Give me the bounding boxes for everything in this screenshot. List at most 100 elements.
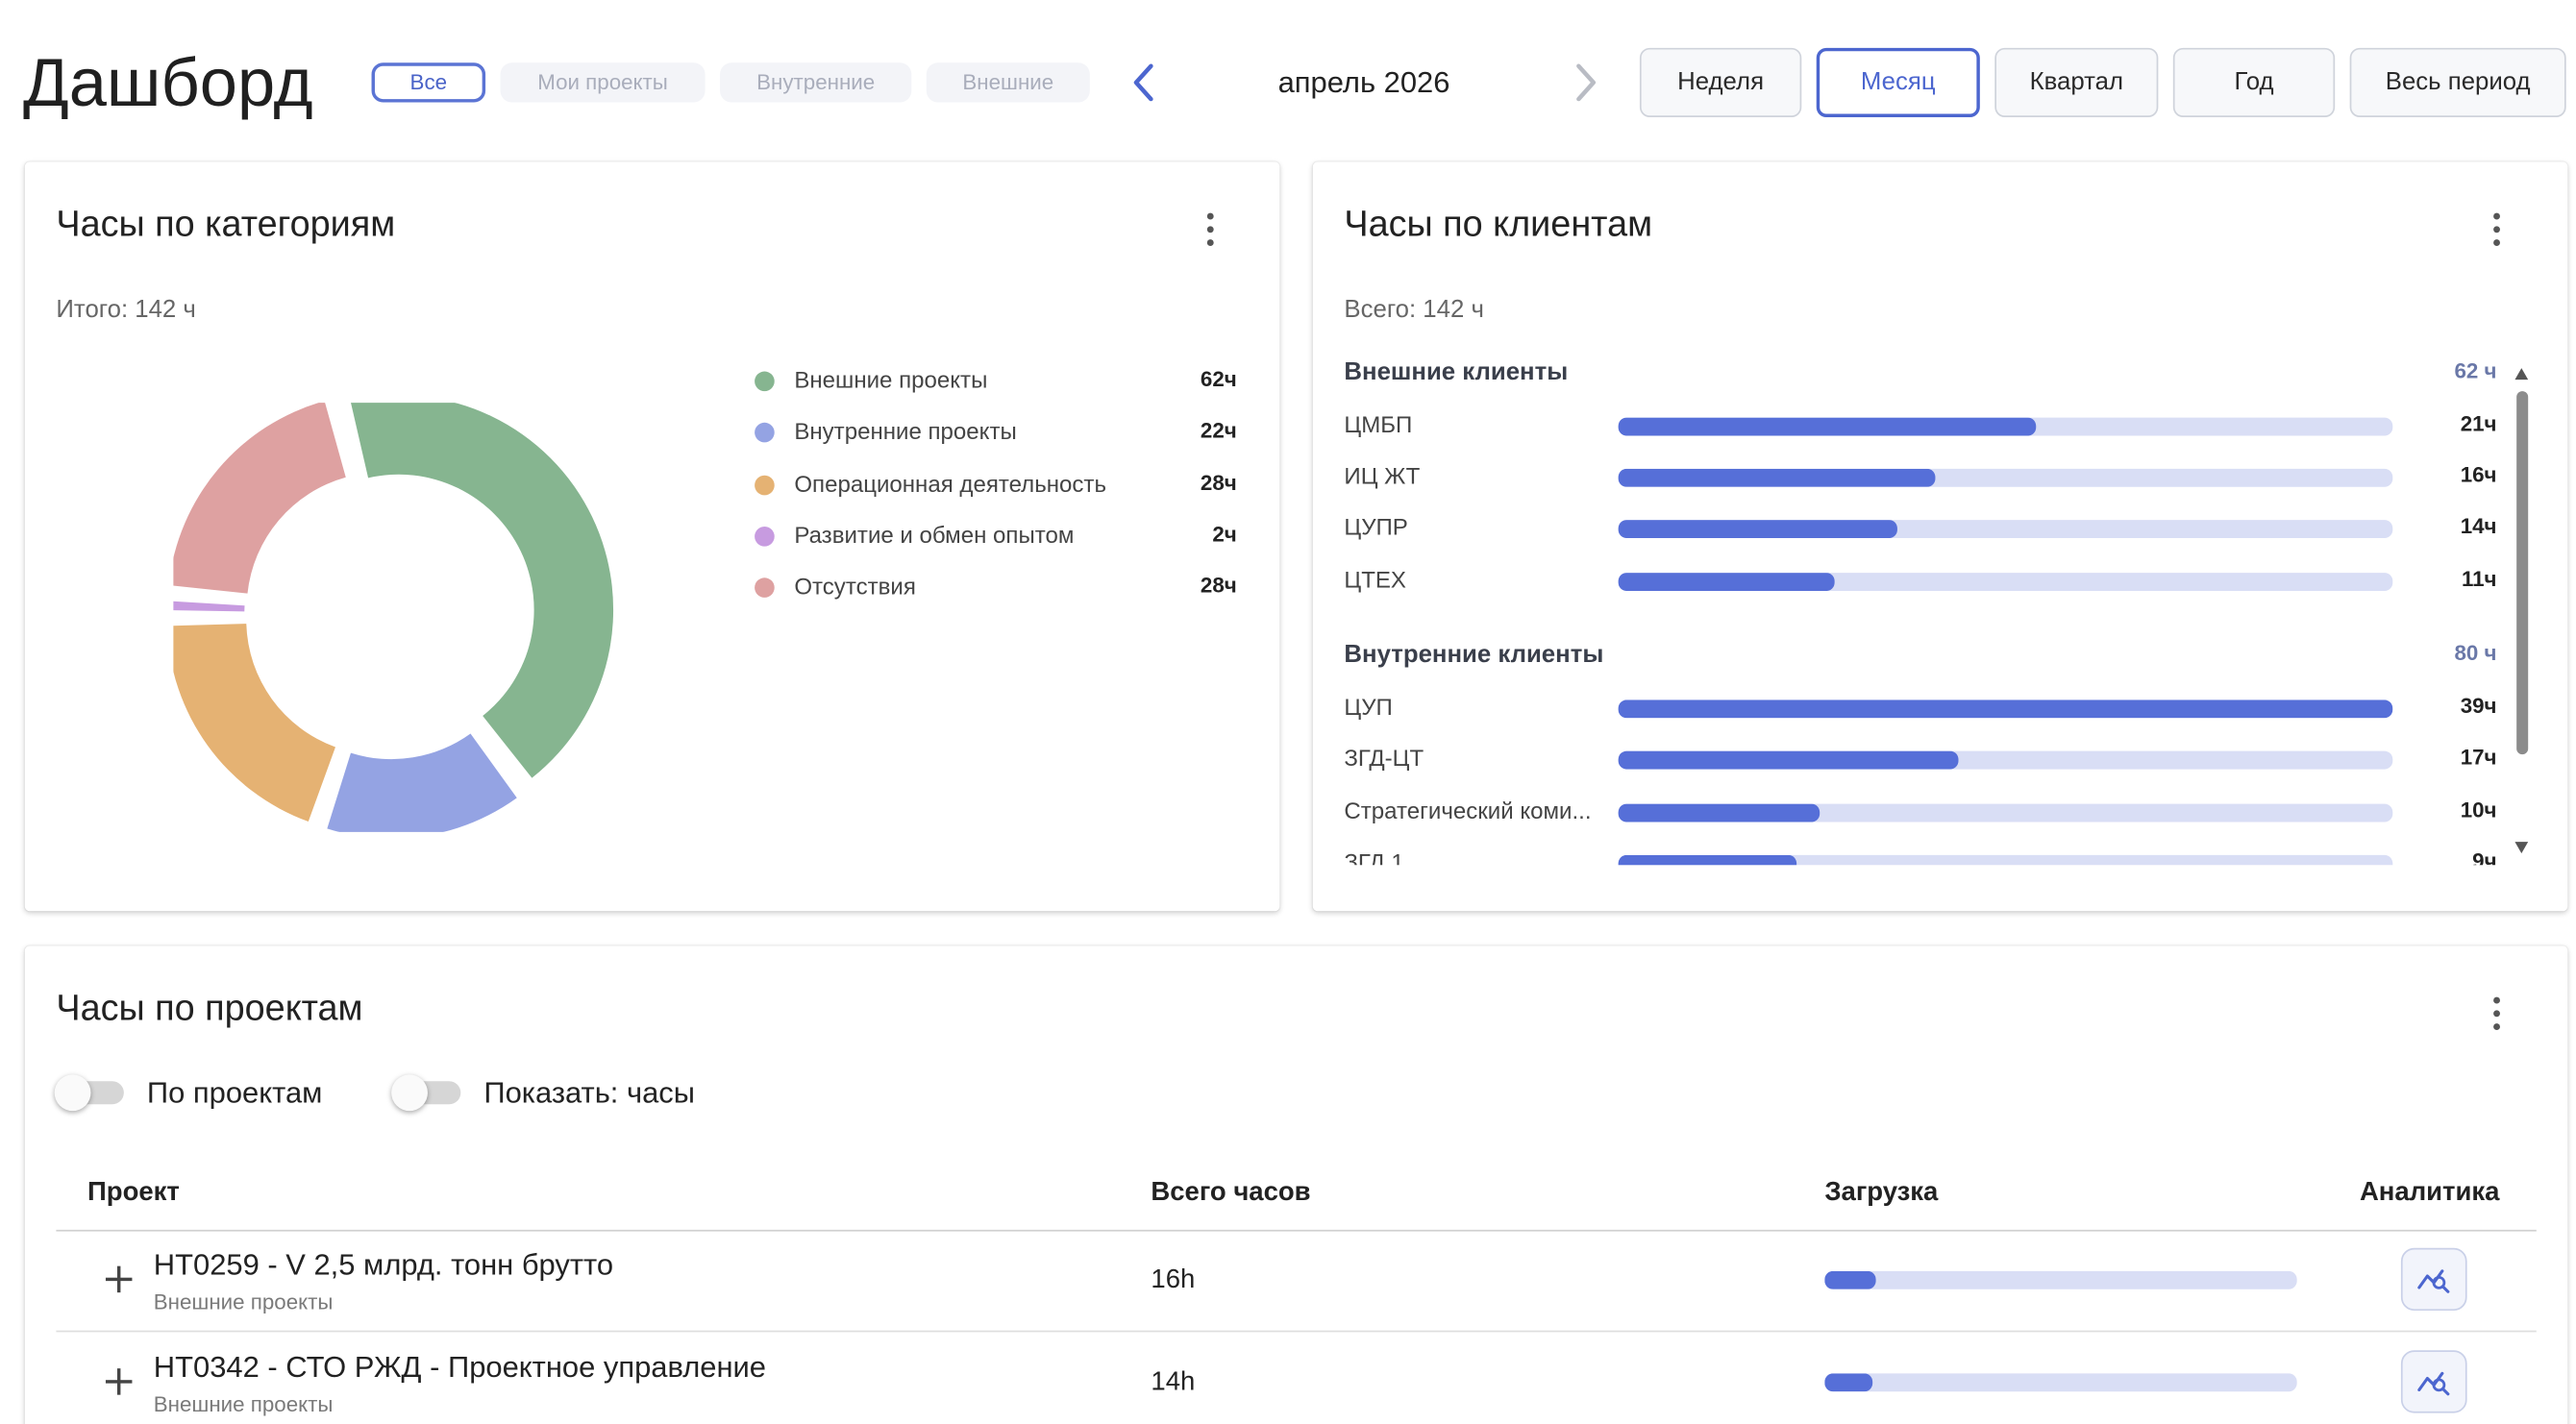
- chevron-right-icon: [1576, 63, 1597, 102]
- client-name: Стратегический коми...: [1344, 797, 1592, 824]
- legend-item-absences: Отсутствия 28ч: [755, 571, 1237, 603]
- client-name: ЦМБП: [1344, 410, 1413, 438]
- project-name: НТ0259 - V 2,5 млрд. тонн брутто: [153, 1247, 614, 1282]
- chart-search-icon: [2417, 1269, 2450, 1293]
- categories-donut-chart: [173, 403, 614, 832]
- clients-card: Часы по клиентам Всего: 142 ч Внешние кл…: [1312, 161, 2568, 912]
- range-quarter-button[interactable]: Квартал: [1994, 47, 2159, 117]
- donut-slice[interactable]: [173, 403, 346, 594]
- projects-more-icon[interactable]: [2480, 994, 2513, 1033]
- clients-scrollbar[interactable]: [2512, 363, 2532, 858]
- filter-all[interactable]: Все: [371, 62, 486, 103]
- client-bar-fill: [1618, 854, 1796, 866]
- range-all-time-button[interactable]: Весь период: [2349, 47, 2566, 117]
- legend-label: Отсутствия: [794, 573, 916, 600]
- column-header-load[interactable]: Загрузка: [1824, 1178, 1939, 1207]
- legend-dot: [755, 371, 775, 392]
- categories-card: Часы по категориям Итого: 142 ч Внешние …: [24, 161, 1280, 912]
- range-month-button[interactable]: Месяц: [1816, 47, 1980, 117]
- expand-row-icon[interactable]: [103, 1263, 136, 1295]
- projects-card: Часы по проектам По проектам Показать: ч…: [24, 945, 2568, 1424]
- legend-item-development: Развитие и обмен опытом 2ч: [755, 520, 1237, 552]
- table-row: НТ0342 - СТО РЖД - Проектное управление …: [56, 1332, 2536, 1424]
- group-external-clients: Внешние клиенты 62 ч: [1344, 356, 2496, 389]
- client-bar: [1618, 468, 2393, 487]
- legend-value: 22ч: [1200, 417, 1237, 443]
- filter-external[interactable]: Внешние: [926, 62, 1090, 103]
- categories-total: Итого: 142 ч: [56, 295, 196, 324]
- prev-period-button[interactable]: [1127, 60, 1160, 106]
- analytics-button[interactable]: [2400, 1247, 2467, 1312]
- clients-list[interactable]: Внешние клиенты 62 ч ЦМБП 21ч ИЦ ЖТ 16ч …: [1344, 356, 2500, 866]
- client-row: ЗГД-ЦТ 17ч: [1344, 743, 2496, 775]
- project-category: Внешние проекты: [153, 1289, 334, 1314]
- legend-item-external: Внешние проекты 62ч: [755, 365, 1237, 398]
- categories-more-icon[interactable]: [1194, 209, 1226, 249]
- legend-value: 62ч: [1200, 366, 1237, 392]
- page-title: Дашборд: [23, 44, 313, 121]
- group-total: 62 ч: [2454, 357, 2497, 383]
- client-hours: 10ч: [2460, 797, 2497, 822]
- range-year-button[interactable]: Год: [2172, 47, 2336, 117]
- client-name: ЦТЕХ: [1344, 566, 1406, 593]
- client-bar-fill: [1618, 700, 2393, 719]
- client-row: Стратегический коми... 10ч: [1344, 796, 2496, 828]
- toggle-show-hours[interactable]: Показать: часы: [391, 1074, 722, 1112]
- client-row: ЗГД 1 9ч: [1344, 847, 2497, 866]
- next-period-button[interactable]: [1569, 60, 1601, 106]
- expand-row-icon[interactable]: [103, 1365, 136, 1398]
- period-label: апрель 2026: [1277, 65, 1450, 100]
- client-row: ЦУПР 14ч: [1344, 512, 2496, 545]
- client-bar-fill: [1618, 803, 1821, 822]
- legend-label: Операционная деятельность: [794, 470, 1106, 498]
- client-bar: [1618, 520, 2393, 539]
- client-bar-fill: [1618, 573, 1836, 592]
- clients-more-icon[interactable]: [2480, 209, 2513, 249]
- legend-dot: [755, 577, 775, 598]
- range-week-button[interactable]: Неделя: [1639, 47, 1802, 117]
- chart-search-icon: [2417, 1371, 2450, 1396]
- project-load-bar: [1824, 1270, 2297, 1289]
- client-hours: 21ч: [2460, 410, 2497, 436]
- filter-internal[interactable]: Внутренние: [720, 62, 912, 103]
- legend-value: 2ч: [1212, 521, 1237, 547]
- legend-label: Развитие и обмен опытом: [794, 521, 1075, 549]
- legend-dot: [755, 475, 775, 496]
- project-load-fill: [1824, 1373, 1872, 1392]
- client-bar-fill: [1618, 468, 1936, 487]
- client-bar: [1618, 803, 2393, 822]
- clients-total: Всего: 142 ч: [1344, 295, 1484, 324]
- toggle-knob: [391, 1074, 428, 1112]
- client-hours: 9ч: [2472, 848, 2497, 866]
- project-load-fill: [1824, 1270, 1877, 1289]
- toggle-knob: [54, 1074, 91, 1112]
- donut-slice[interactable]: [173, 624, 335, 822]
- column-header-total-hours[interactable]: Всего часов: [1151, 1178, 1311, 1207]
- group-label: Внутренние клиенты: [1344, 640, 1604, 669]
- donut-slice[interactable]: [327, 733, 517, 832]
- legend-value: 28ч: [1200, 573, 1237, 598]
- column-header-analytics: Аналитика: [2359, 1178, 2500, 1207]
- group-label: Внешние клиенты: [1344, 357, 1569, 386]
- client-row: ЦМБП 21ч: [1344, 409, 2496, 442]
- toggle-by-projects[interactable]: По проектам: [54, 1074, 368, 1112]
- analytics-button[interactable]: [2400, 1350, 2467, 1413]
- table-row: НТ0259 - V 2,5 млрд. тонн брутто Внешние…: [56, 1230, 2537, 1333]
- client-bar: [1618, 750, 2393, 770]
- client-hours: 16ч: [2460, 462, 2497, 487]
- dashboard-header: Дашборд Все Мои проекты Внутренние Внешн…: [0, 0, 2576, 161]
- client-row: ИЦ ЖТ 16ч: [1344, 460, 2496, 493]
- group-total: 80 ч: [2454, 640, 2497, 666]
- project-load-bar: [1824, 1373, 2297, 1392]
- filter-my-projects[interactable]: Мои проекты: [500, 62, 706, 103]
- legend-item-operational: Операционная деятельность 28ч: [755, 469, 1237, 502]
- column-header-project[interactable]: Проект: [87, 1178, 180, 1207]
- donut-slice[interactable]: [351, 403, 614, 778]
- group-internal-clients: Внутренние клиенты 80 ч: [1344, 639, 2496, 672]
- client-bar: [1618, 700, 2393, 719]
- client-name: ИЦ ЖТ: [1344, 462, 1421, 489]
- toggle-label: По проектам: [146, 1076, 323, 1110]
- donut-slice[interactable]: [173, 601, 245, 612]
- client-name: ЗГД 1: [1344, 848, 1404, 866]
- client-hours: 39ч: [2460, 693, 2497, 719]
